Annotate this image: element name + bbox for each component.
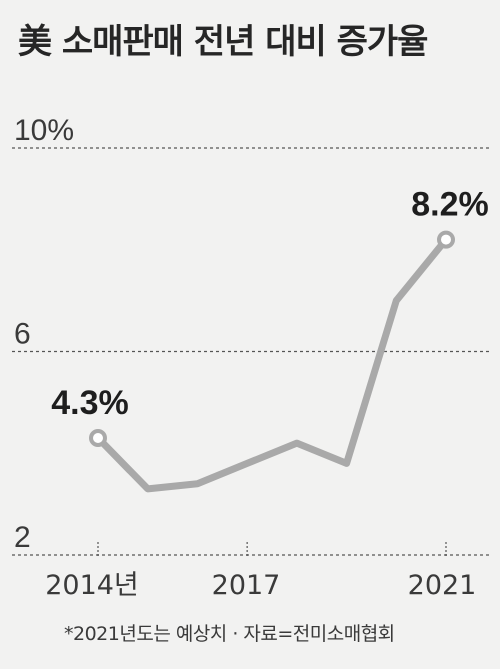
x-tick-label: 2017: [212, 570, 281, 601]
series-line: [94, 236, 450, 493]
x-tick-label: 2014년: [45, 570, 139, 601]
source-note: *2021년도는 예상치 · 자료=전미소매협회: [64, 623, 395, 645]
data-point-2021: [437, 230, 455, 249]
data-label-2021: 8.2%: [411, 186, 489, 224]
data-labels: 4.3% 8.2%: [51, 186, 489, 422]
gridlines: [12, 147, 490, 556]
data-point-2014: [89, 428, 107, 447]
data-label-2014: 4.3%: [51, 384, 129, 422]
y-axis: 10% 6 2: [14, 114, 74, 554]
chart-title: 美 소매판매 전년 대비 증가율: [18, 22, 428, 62]
y-tick-label: 2: [14, 521, 31, 554]
y-tick-label: 6: [14, 318, 31, 351]
series: [89, 230, 455, 493]
x-tick-label: 2021: [408, 570, 477, 601]
y-tick-label: 10%: [14, 114, 74, 147]
x-axis: 2014년 2017 2021: [45, 542, 476, 601]
